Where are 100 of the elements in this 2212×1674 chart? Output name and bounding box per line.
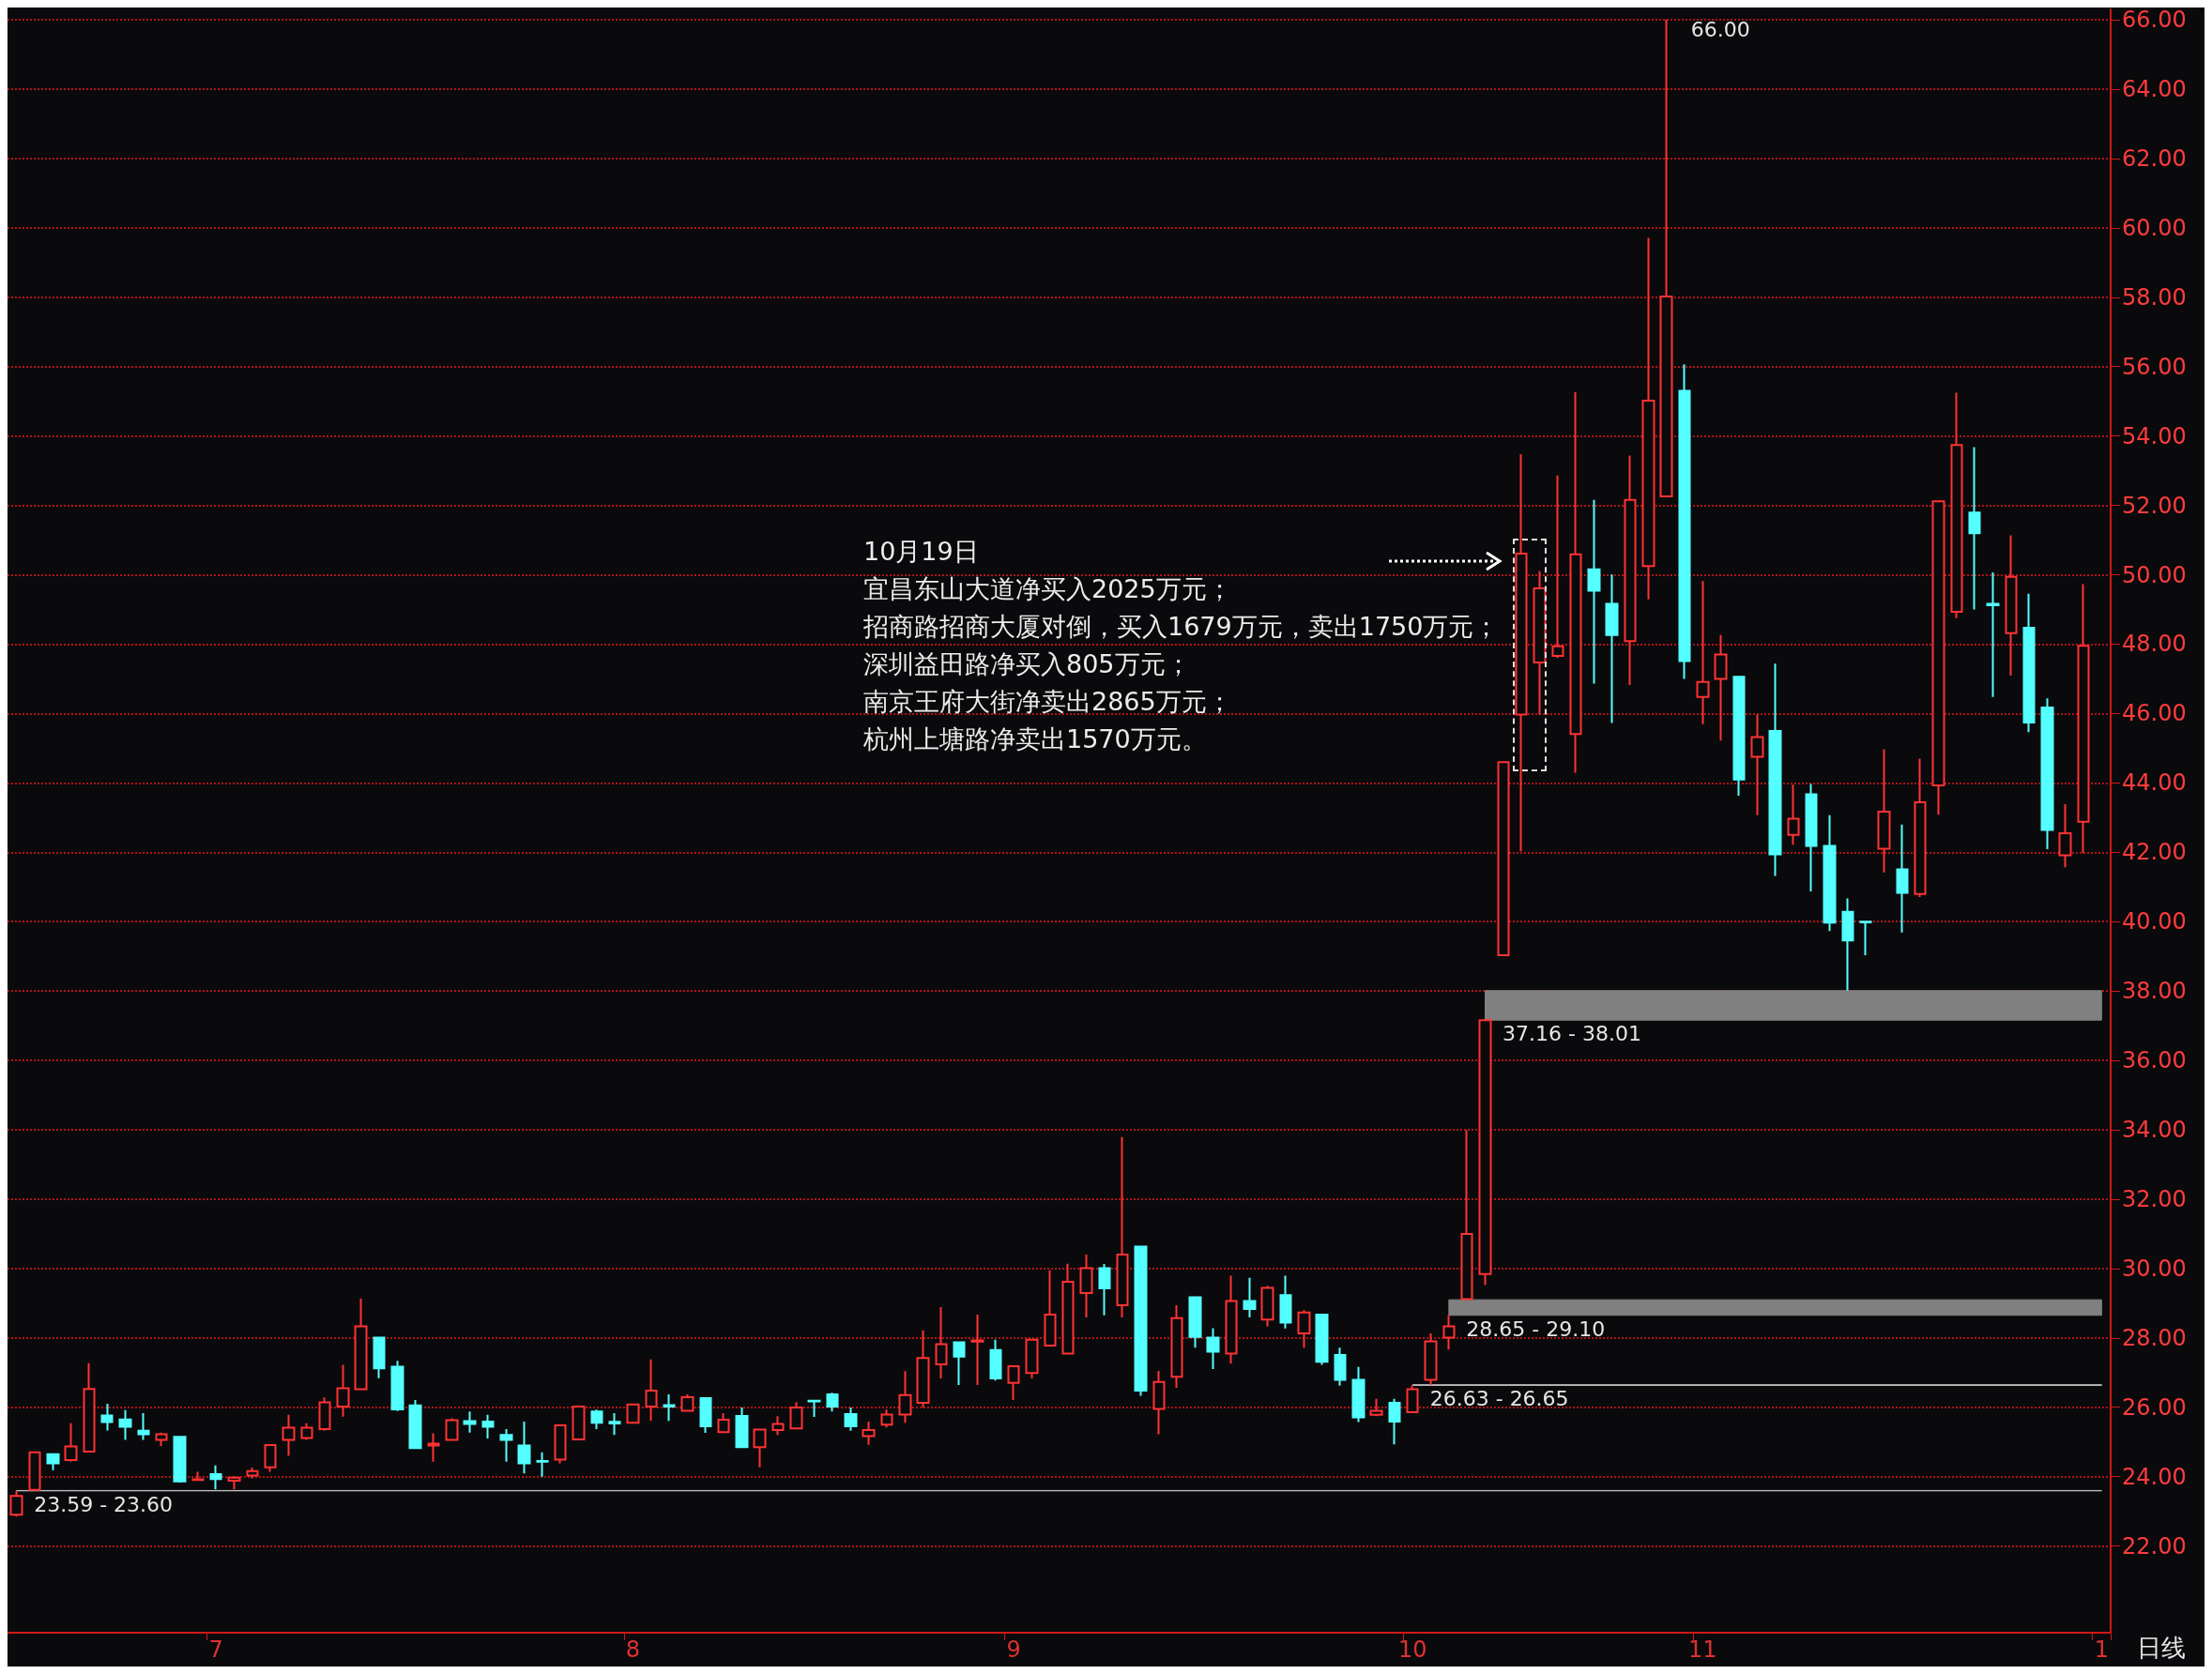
candlestick [880, 1408, 893, 1429]
candlestick [1116, 1135, 1129, 1318]
candlestick [282, 1413, 296, 1457]
x-tick-label: 11 [1688, 1636, 1717, 1663]
candlestick [1587, 498, 1601, 685]
y-tick-label: 22.00 [2122, 1532, 2187, 1560]
candlestick [1750, 713, 1764, 816]
candlestick [844, 1407, 858, 1432]
candlestick [1188, 1296, 1202, 1349]
candlestick [1079, 1254, 1093, 1318]
y-tick-label: 44.00 [2122, 769, 2187, 797]
candlestick [1279, 1274, 1292, 1330]
y-tick-label: 54.00 [2122, 422, 2187, 449]
annotation: 招商路招商大厦对倒，买入1679万元，卖出1750万元； [863, 611, 1500, 643]
candlestick [1931, 500, 1945, 816]
candlestick [1152, 1369, 1166, 1436]
candlestick [1315, 1314, 1329, 1366]
candlestick [1659, 19, 1673, 497]
candlestick [1805, 783, 1818, 893]
candlestick [970, 1314, 984, 1387]
candlestick [1624, 454, 1637, 687]
candlestick [807, 1399, 821, 1419]
candlestick [2022, 592, 2036, 734]
candlestick [1369, 1397, 1383, 1418]
candlestick [1334, 1347, 1347, 1387]
candlestick [663, 1393, 676, 1423]
y-tick-label: 56.00 [2122, 353, 2187, 380]
candlestick [1551, 474, 1564, 660]
x-tick-label: 9 [1006, 1636, 1021, 1663]
candlestick [789, 1401, 803, 1430]
candlestick [1424, 1332, 1438, 1386]
candlestick [1442, 1314, 1456, 1351]
candlestick [735, 1407, 749, 1449]
candlestick [64, 1422, 78, 1463]
band-label: 28.65 - 29.10 [1466, 1316, 1606, 1341]
candlestick [1696, 580, 1710, 725]
candlestick [1478, 1019, 1492, 1286]
candlestick [1859, 921, 1872, 957]
y-tick-label: 26.00 [2122, 1393, 2187, 1421]
candlestick [1877, 748, 1891, 874]
annotation: 66.00 [1690, 18, 1750, 42]
y-tick-label: 50.00 [2122, 561, 2187, 588]
candlestick [771, 1415, 785, 1437]
candlestick [300, 1422, 313, 1441]
candlestick [155, 1431, 168, 1448]
candlestick [1225, 1274, 1238, 1365]
annotation: 10月19日 [863, 536, 979, 568]
candlestick [1351, 1365, 1365, 1423]
candlestick [373, 1336, 386, 1379]
candlestick [1641, 236, 1655, 601]
candlestick [1206, 1327, 1220, 1371]
candlestick [1896, 823, 1909, 934]
candlestick [1260, 1285, 1274, 1328]
candlestick [227, 1474, 241, 1491]
candlestick [1007, 1365, 1020, 1401]
candlestick [517, 1420, 531, 1475]
candlestick [898, 1370, 912, 1424]
band-label: 26.63 - 26.65 [1429, 1387, 1569, 1411]
candlestick [935, 1305, 948, 1380]
candlestick [1406, 1384, 1419, 1413]
candlestick [1914, 757, 1927, 898]
candlestick [1732, 676, 1746, 798]
candlestick [1968, 446, 1981, 611]
candlestick [481, 1413, 495, 1439]
candlestick [191, 1470, 205, 1482]
x-tick-label: 8 [625, 1636, 641, 1663]
candlestick [2058, 802, 2072, 869]
y-tick-label: 64.00 [2122, 76, 2187, 103]
y-tick-label: 40.00 [2122, 908, 2187, 936]
annotation: 深圳益田路净买入805万元； [863, 648, 1191, 680]
candlestick [1841, 897, 1854, 992]
candlestick [645, 1358, 658, 1423]
candlestick [1605, 573, 1619, 724]
candlestick [1297, 1309, 1311, 1349]
candlestick [137, 1412, 150, 1441]
candlestick [1497, 761, 1510, 957]
candlestick [1787, 784, 1800, 846]
y-tick-label: 28.00 [2122, 1324, 2187, 1351]
candlestick [1460, 1129, 1473, 1301]
candlestick [390, 1360, 404, 1412]
candlestick [336, 1363, 350, 1418]
candlestick [499, 1428, 513, 1463]
candlestick [46, 1453, 60, 1471]
band-label: 37.16 - 38.01 [1503, 1022, 1641, 1046]
candlestick [826, 1392, 839, 1413]
candlestick [916, 1329, 930, 1409]
candlestick [318, 1396, 331, 1432]
candlestick [2005, 534, 2018, 677]
candlestick [445, 1417, 459, 1441]
candlestick [680, 1393, 694, 1412]
candlestick [209, 1464, 222, 1491]
x-tick-label: 10 [1397, 1636, 1427, 1663]
candlestick [1388, 1397, 1401, 1446]
candlestick [1950, 391, 1963, 619]
candlestick [1533, 570, 1547, 716]
candlestick [953, 1341, 966, 1387]
annotation: 南京王府大街净卖出2865万元； [863, 686, 1232, 718]
candlestick [118, 1408, 132, 1441]
candlestick [554, 1423, 567, 1465]
text: 日线 [2137, 1633, 2186, 1664]
